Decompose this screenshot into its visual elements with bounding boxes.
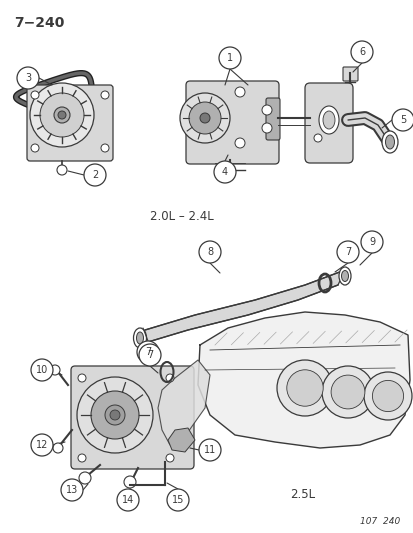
Circle shape — [101, 91, 109, 99]
Ellipse shape — [322, 111, 334, 129]
Circle shape — [31, 359, 53, 381]
Ellipse shape — [381, 131, 397, 153]
Circle shape — [54, 107, 70, 123]
Circle shape — [31, 91, 39, 99]
Text: 7: 7 — [344, 247, 350, 257]
Circle shape — [84, 164, 106, 186]
Circle shape — [286, 370, 323, 406]
Polygon shape — [197, 312, 409, 448]
Circle shape — [261, 105, 271, 115]
FancyBboxPatch shape — [185, 81, 278, 164]
Circle shape — [199, 241, 221, 263]
Circle shape — [166, 454, 173, 462]
Text: 7: 7 — [147, 350, 153, 360]
Circle shape — [31, 144, 39, 152]
Circle shape — [218, 47, 240, 69]
Circle shape — [78, 454, 86, 462]
Text: 12: 12 — [36, 440, 48, 450]
Circle shape — [330, 375, 364, 409]
Circle shape — [117, 489, 139, 511]
Text: 4: 4 — [221, 167, 228, 177]
FancyBboxPatch shape — [71, 366, 194, 469]
Circle shape — [124, 476, 136, 488]
Circle shape — [214, 161, 235, 183]
Circle shape — [110, 410, 120, 420]
Text: 14: 14 — [121, 495, 134, 505]
Circle shape — [166, 374, 173, 382]
Circle shape — [235, 138, 244, 148]
Circle shape — [101, 144, 109, 152]
Circle shape — [137, 341, 159, 363]
Ellipse shape — [318, 106, 338, 134]
Text: 11: 11 — [203, 445, 216, 455]
Circle shape — [360, 231, 382, 253]
Circle shape — [166, 489, 189, 511]
Circle shape — [17, 67, 39, 89]
Circle shape — [189, 102, 221, 134]
Circle shape — [50, 365, 60, 375]
Circle shape — [31, 434, 53, 456]
FancyBboxPatch shape — [304, 83, 352, 163]
Text: 9: 9 — [368, 237, 374, 247]
Polygon shape — [168, 428, 195, 452]
Text: 1: 1 — [226, 53, 233, 63]
Text: 10: 10 — [36, 365, 48, 375]
Circle shape — [61, 479, 83, 501]
Ellipse shape — [133, 328, 146, 348]
Text: 13: 13 — [66, 485, 78, 495]
Text: 6: 6 — [358, 47, 364, 57]
Text: 15: 15 — [171, 495, 184, 505]
Circle shape — [78, 374, 86, 382]
Circle shape — [261, 123, 271, 133]
Circle shape — [77, 377, 153, 453]
Text: 8: 8 — [206, 247, 213, 257]
Circle shape — [180, 93, 230, 143]
Circle shape — [276, 360, 332, 416]
Text: 2: 2 — [92, 170, 98, 180]
Text: 2.0L – 2.4L: 2.0L – 2.4L — [150, 210, 213, 223]
Circle shape — [30, 83, 94, 147]
Text: 7: 7 — [145, 347, 151, 357]
Text: 3: 3 — [25, 73, 31, 83]
Circle shape — [139, 344, 161, 366]
FancyBboxPatch shape — [266, 98, 279, 140]
Circle shape — [58, 111, 66, 119]
Circle shape — [336, 241, 358, 263]
Circle shape — [199, 113, 209, 123]
Circle shape — [391, 109, 413, 131]
Ellipse shape — [136, 332, 143, 344]
Text: 7−240: 7−240 — [14, 16, 64, 30]
Ellipse shape — [385, 135, 394, 149]
FancyBboxPatch shape — [342, 67, 357, 81]
Circle shape — [235, 87, 244, 97]
Circle shape — [350, 41, 372, 63]
Circle shape — [57, 165, 67, 175]
Polygon shape — [158, 360, 209, 445]
Circle shape — [199, 439, 221, 461]
FancyBboxPatch shape — [27, 85, 113, 161]
Circle shape — [313, 134, 321, 142]
Circle shape — [372, 381, 403, 411]
PathPatch shape — [138, 270, 344, 345]
Circle shape — [105, 405, 125, 425]
Text: 107  240: 107 240 — [359, 517, 399, 526]
Text: 5: 5 — [399, 115, 405, 125]
Circle shape — [40, 93, 84, 137]
Ellipse shape — [341, 271, 348, 281]
Circle shape — [53, 443, 63, 453]
Circle shape — [363, 372, 411, 420]
Circle shape — [321, 366, 373, 418]
Text: 2.5L: 2.5L — [289, 488, 314, 501]
Circle shape — [79, 472, 91, 484]
Circle shape — [91, 391, 139, 439]
Ellipse shape — [338, 267, 350, 285]
